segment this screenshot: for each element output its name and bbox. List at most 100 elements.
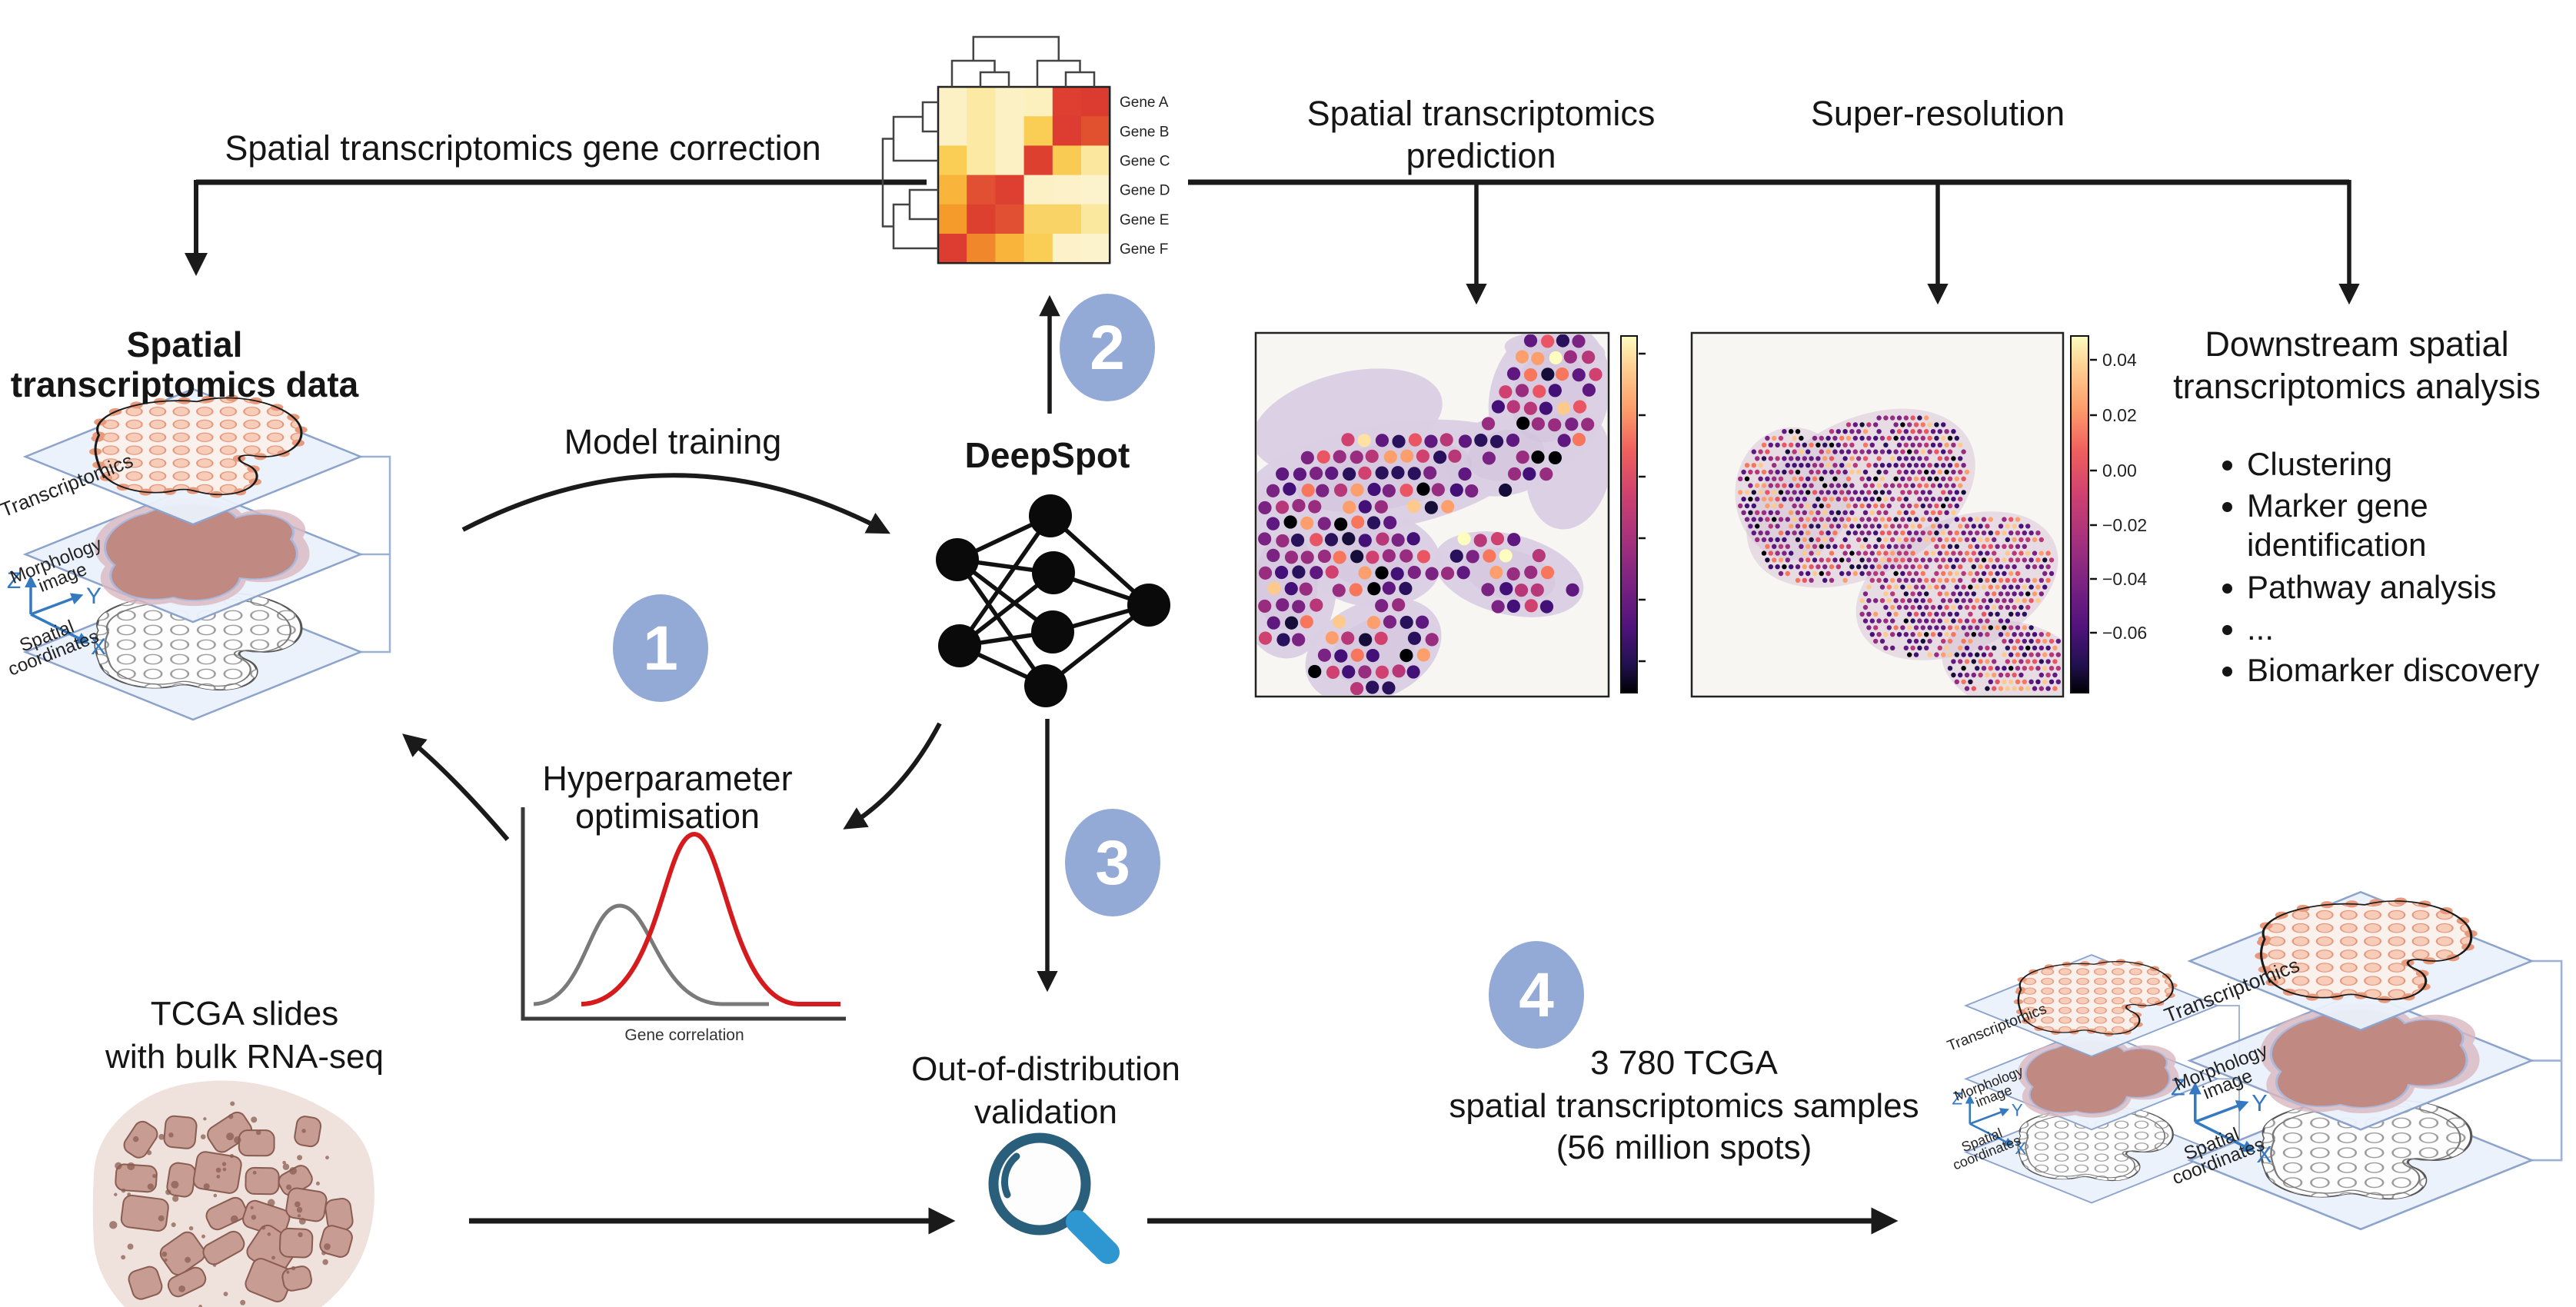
spot-dot <box>1842 524 1848 529</box>
spot-dot <box>1927 638 1932 644</box>
spot-dot <box>1883 577 1889 583</box>
spot-dot <box>1917 618 1922 624</box>
spot-dot <box>1789 469 1794 475</box>
spot-dot <box>1789 442 1794 447</box>
spot-dot <box>1947 476 1953 481</box>
spot-dot <box>1924 442 1929 447</box>
spot-dot <box>1944 537 1949 543</box>
spot-dot <box>1789 483 1794 488</box>
spot-dot <box>2039 537 2044 543</box>
tcga-speck <box>250 1206 254 1210</box>
spot-dot <box>1406 532 1420 546</box>
spot-dot <box>1772 476 1777 481</box>
spot-dot <box>2009 584 2014 590</box>
spot-dot <box>1849 483 1855 488</box>
spot-dot <box>1958 564 1963 570</box>
z-axis-label: Z <box>2171 1074 2185 1100</box>
spot-dot <box>1531 417 1545 431</box>
spot-dot <box>1816 550 1821 556</box>
spot-dot <box>1910 564 1915 570</box>
colorbar-tick-label: 0.02 <box>2102 405 2137 425</box>
spot-dot <box>1856 550 1862 556</box>
spot-dot <box>1873 463 1879 468</box>
spot-dot <box>1968 544 1973 549</box>
spot-dot <box>1879 435 1885 441</box>
spot-dot <box>1483 549 1496 563</box>
spot-dot <box>1310 533 1323 547</box>
heatmap-cell <box>1052 145 1082 176</box>
spot-dot <box>1799 557 1804 563</box>
spot-dot <box>1934 422 1939 427</box>
spot-dot <box>1806 570 1811 577</box>
spot-dot <box>1809 483 1814 488</box>
spot-dot <box>1357 434 1371 447</box>
spot-dot <box>1806 530 1811 536</box>
spot-dot <box>1748 510 1753 515</box>
stack-layer-content <box>2017 1107 2174 1182</box>
spot-dot <box>2019 645 2024 650</box>
spot-dot <box>2009 652 2014 657</box>
spot-dot <box>1978 604 1983 610</box>
spot-dot <box>1845 490 1852 495</box>
z-axis-label: Z <box>1952 1089 1962 1108</box>
spot-dot <box>1832 530 1838 536</box>
tcga-speck <box>255 1129 261 1136</box>
spot-dot <box>1392 434 1406 448</box>
spot-dot <box>1873 490 1879 495</box>
spot-dot <box>1941 435 1946 441</box>
prediction-plot-content <box>1257 334 1607 695</box>
spot-dot <box>1775 497 1780 502</box>
spot-dot <box>1441 500 1455 514</box>
spot-dot <box>1325 466 1339 481</box>
spot-dot <box>1971 632 1976 637</box>
stack-input-data: ZYXTranscriptomicsMorphologyimageSpatial… <box>0 387 391 721</box>
spot-dot <box>1961 517 1966 522</box>
spot-dot <box>1581 417 1595 431</box>
tcga-speck <box>115 1162 122 1170</box>
spot-dot <box>2052 659 2058 664</box>
spot-dot <box>2009 598 2014 604</box>
spot-dot <box>1399 581 1413 596</box>
spot-dot <box>1859 611 1865 617</box>
spot-dot <box>1910 645 1915 650</box>
spot-dot <box>1778 517 1784 522</box>
spot-dot <box>1761 537 1767 543</box>
spot-dot <box>1883 591 1889 597</box>
spot-dot <box>1765 476 1770 481</box>
spot-dot <box>1988 666 1993 671</box>
spot-dot <box>1900 625 1905 630</box>
spot-dot <box>1951 537 1956 543</box>
spot-dot <box>1944 618 1949 624</box>
tcga-speck <box>261 1226 266 1230</box>
stack-layer-content <box>2260 1003 2480 1114</box>
tcga-cell <box>285 1187 328 1222</box>
spot-dot <box>1481 583 1495 597</box>
spot-dot <box>2029 666 2034 671</box>
spot-dot <box>1924 577 1929 583</box>
spot-dot <box>1907 557 1912 563</box>
spot-dot <box>1308 500 1322 514</box>
spot-dot <box>1835 564 1841 570</box>
transcriptomics-outline <box>2259 900 2473 1001</box>
spot-dot <box>1930 537 1936 543</box>
spot-dot <box>1276 534 1290 548</box>
spot-dot <box>2002 638 2007 644</box>
spot-dot <box>1809 510 1814 515</box>
spot-dot <box>1283 482 1296 496</box>
spot-dot <box>1358 665 1372 679</box>
spot-dot <box>1998 564 2004 570</box>
heatmap-cell <box>1081 234 1110 264</box>
top-right-rule <box>1188 179 2360 305</box>
spot-dot <box>1399 648 1413 663</box>
morphology-blob <box>2269 1009 2468 1109</box>
gene-label: Gene B <box>1120 124 1169 140</box>
tcga-speck <box>121 1255 126 1260</box>
red-distribution-curve <box>581 831 840 1006</box>
morphology-blob <box>2025 1040 2171 1114</box>
spot-dot <box>1903 469 1909 475</box>
spot-dot <box>1876 510 1882 515</box>
spot-dot <box>1995 679 2000 684</box>
spot-dot <box>1971 524 1976 529</box>
spot-dot <box>1799 544 1804 549</box>
spot-dot <box>1839 449 1845 454</box>
